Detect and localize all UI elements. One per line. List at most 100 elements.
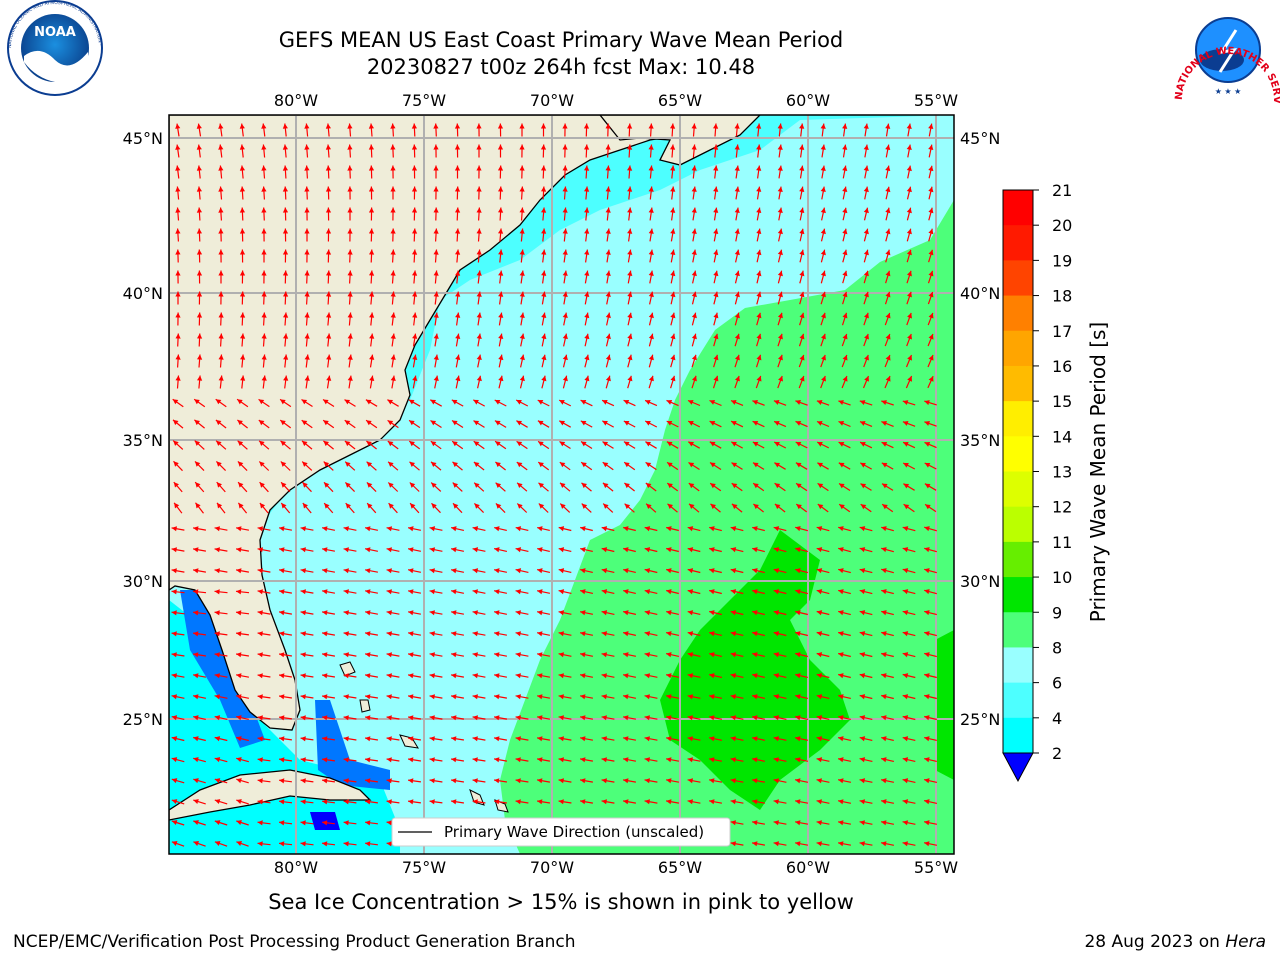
wave-arrow-head — [347, 207, 353, 213]
wave-arrow-head — [325, 186, 332, 192]
wave-arrow-head — [365, 799, 371, 805]
wave-arrow-head — [799, 333, 805, 340]
wave-arrow-head — [881, 526, 887, 532]
svg-text:★ ★ ★: ★ ★ ★ — [1215, 87, 1242, 96]
wave-arrow-head — [709, 778, 715, 784]
wave-arrow-head — [408, 526, 414, 532]
wave-arrow-head — [388, 482, 394, 488]
wave-arrow-head — [430, 399, 436, 405]
map-field — [169, 115, 954, 854]
wave-arrow-head — [283, 354, 289, 360]
wave-arrow-head — [347, 375, 353, 381]
wave-arrow-head — [666, 547, 672, 553]
wave-arrow-head — [257, 631, 263, 637]
wave-arrow-head — [519, 228, 525, 234]
wave-arrow-head — [498, 207, 504, 213]
wave-arrow-head — [412, 354, 418, 360]
wave-arrow-head — [300, 568, 306, 574]
wave-arrow-head — [902, 568, 909, 574]
wave-arrow-head — [196, 144, 202, 150]
wave-arrow-head — [343, 610, 349, 616]
wave-arrow-head — [431, 503, 437, 509]
wave-arrow-head — [171, 778, 178, 784]
wave-arrow-head — [859, 610, 866, 616]
wave-arrow-head — [408, 631, 414, 637]
wave-arrow-head — [666, 694, 672, 700]
wave-arrow-head — [171, 799, 178, 804]
wave-arrow-head — [817, 462, 823, 468]
wave-arrow-head — [280, 399, 286, 405]
wave-arrow-head — [365, 841, 371, 847]
wave-arrow-head — [386, 715, 392, 721]
wave-arrow-head — [602, 441, 609, 447]
wave-arrow-head — [300, 841, 306, 847]
wave-arrow-head — [237, 461, 244, 467]
colorbar-extend-arrow — [1002, 752, 1034, 783]
wave-arrow-head — [497, 123, 504, 129]
wave-arrow-head — [687, 736, 693, 742]
colorbar-segment — [1003, 260, 1033, 297]
wave-arrow-head — [709, 673, 715, 679]
wave-arrow-head — [752, 778, 758, 784]
wave-arrow-head — [605, 333, 611, 340]
wave-arrow-head — [885, 270, 891, 277]
wave-arrow-head — [433, 186, 439, 192]
wave-arrow-head — [451, 652, 457, 658]
wave-arrow-head — [627, 186, 633, 192]
wave-arrow-head — [842, 312, 848, 319]
wave-arrow-head — [300, 799, 306, 805]
wave-arrow-head — [562, 207, 568, 213]
wave-arrow-head — [236, 736, 242, 742]
wave-arrow-head — [193, 652, 199, 658]
wave-arrow-head — [605, 165, 611, 171]
lat-label-left: 35°N — [123, 431, 163, 450]
wave-arrow-head — [903, 442, 909, 447]
wave-arrow-head — [279, 799, 285, 805]
wave-arrow-head — [774, 442, 780, 447]
wave-arrow-head — [236, 715, 242, 721]
wave-arrow-head — [666, 778, 672, 784]
wave-arrow-head — [304, 207, 310, 213]
wave-arrow-head — [451, 799, 457, 805]
wave-arrow-head — [412, 228, 418, 234]
wave-arrow-head — [580, 400, 587, 405]
wave-arrow-head — [409, 441, 415, 447]
wave-arrow-head — [842, 228, 848, 235]
wave-arrow-head — [433, 333, 439, 339]
wave-arrow-head — [408, 652, 414, 658]
wave-arrow-head — [902, 589, 909, 595]
wave-arrow-head — [494, 778, 500, 784]
lat-label-right: 35°N — [960, 431, 1000, 450]
wave-arrow-head — [773, 820, 779, 826]
wave-arrow-head — [885, 291, 891, 298]
wave-arrow-head — [369, 312, 375, 318]
wave-arrow-head — [838, 841, 844, 847]
wave-arrow-head — [795, 631, 801, 637]
wave-arrow-head — [282, 186, 288, 192]
wave-arrow-head — [537, 715, 543, 721]
wave-arrow-head — [216, 461, 222, 467]
wave-arrow-head — [907, 376, 912, 382]
wave-arrow-head — [261, 165, 267, 171]
wave-arrow-head — [756, 186, 762, 192]
wave-arrow-head — [709, 736, 715, 742]
wave-arrow-head — [709, 757, 715, 763]
wave-arrow-head — [648, 144, 654, 150]
wave-arrow-head — [455, 291, 461, 297]
wave-arrow-head — [752, 694, 758, 700]
wave-arrow-head — [839, 483, 845, 489]
wave-arrow-head — [623, 441, 630, 447]
wave-arrow-head — [408, 547, 414, 553]
wave-arrow-head — [498, 249, 504, 255]
wave-arrow-head — [838, 799, 844, 805]
wave-arrow-head — [645, 421, 651, 426]
wave-arrow-head — [345, 482, 351, 488]
wave-arrow-head — [928, 165, 934, 172]
wave-arrow-head — [304, 186, 310, 192]
wave-arrow-head — [730, 610, 737, 616]
wave-arrow-head — [925, 504, 931, 510]
wave-arrow-head — [433, 270, 439, 276]
wave-arrow-head — [343, 715, 349, 721]
wave-arrow-head — [283, 312, 289, 318]
wave-arrow-head — [239, 186, 245, 192]
